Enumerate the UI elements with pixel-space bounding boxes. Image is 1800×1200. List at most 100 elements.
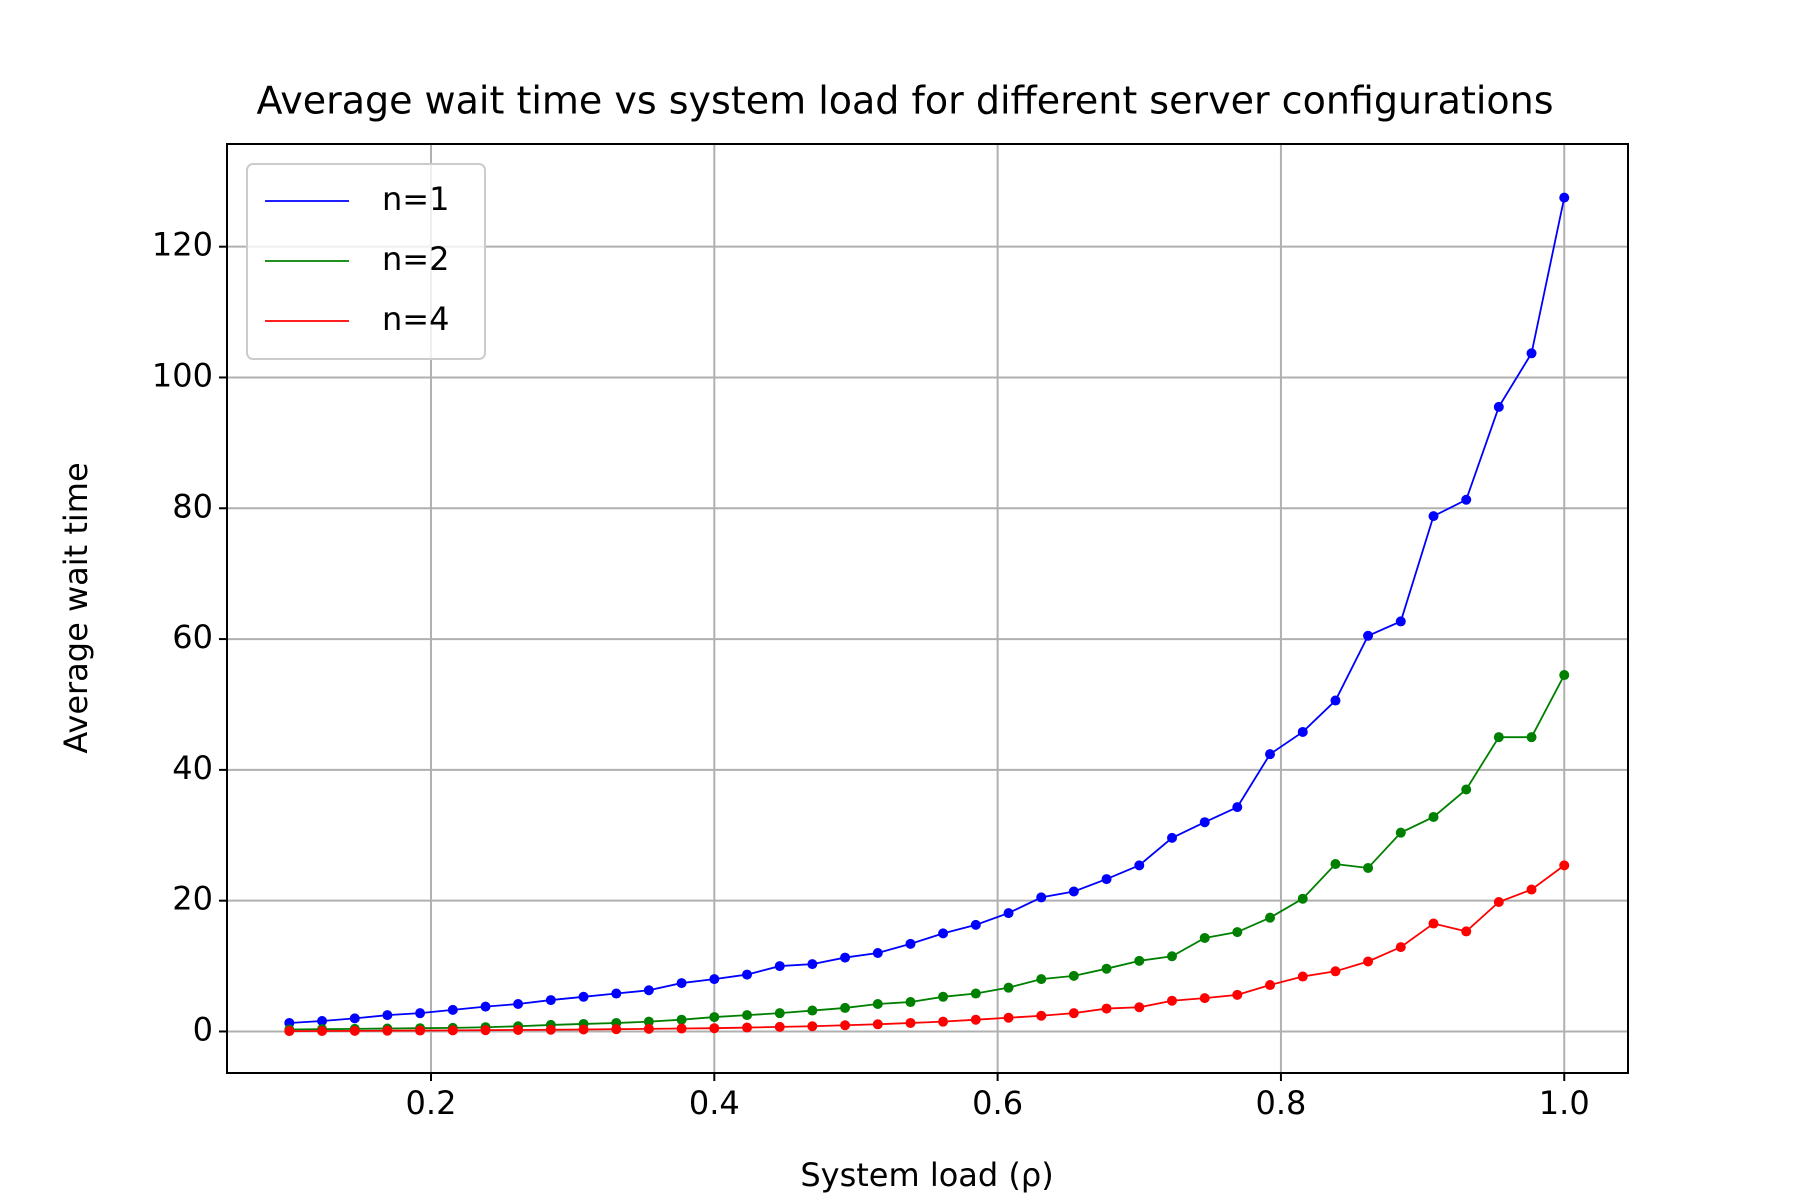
point xyxy=(1003,1012,1014,1023)
point xyxy=(970,919,981,930)
point xyxy=(1559,860,1570,871)
y-tick-label: 20 xyxy=(172,880,213,918)
point xyxy=(1167,832,1178,843)
point xyxy=(611,1024,622,1035)
point xyxy=(1199,993,1210,1004)
point xyxy=(1265,912,1276,923)
point xyxy=(676,1023,687,1034)
point xyxy=(905,938,916,949)
point xyxy=(872,1019,883,1030)
point xyxy=(415,1008,426,1019)
point xyxy=(905,1017,916,1028)
point xyxy=(1526,348,1537,359)
point xyxy=(382,1010,393,1021)
point xyxy=(1330,859,1341,870)
plot-frame xyxy=(226,143,1629,1074)
point xyxy=(1003,982,1014,993)
point xyxy=(1493,401,1504,412)
point xyxy=(643,1023,654,1034)
series-line xyxy=(289,197,1566,1024)
x-tick-label: 0.2 xyxy=(406,1084,457,1122)
series-line xyxy=(289,864,1565,1033)
point xyxy=(1232,927,1243,938)
point xyxy=(349,1025,360,1036)
legend-box xyxy=(246,163,486,360)
point xyxy=(742,969,753,980)
point xyxy=(643,985,654,996)
point xyxy=(1461,494,1472,505)
point xyxy=(1297,893,1308,904)
point xyxy=(938,991,949,1002)
point xyxy=(1330,695,1341,706)
point xyxy=(1134,955,1145,966)
point xyxy=(1559,670,1570,681)
point xyxy=(1461,926,1472,937)
point xyxy=(1297,971,1308,982)
point xyxy=(774,961,785,972)
point xyxy=(1363,630,1374,641)
point xyxy=(284,1026,295,1037)
point xyxy=(317,1026,328,1037)
point xyxy=(872,999,883,1010)
point xyxy=(1167,995,1178,1006)
point xyxy=(1428,511,1439,522)
point xyxy=(840,952,851,963)
y-axis-label: Average wait time xyxy=(57,462,95,753)
point xyxy=(1493,732,1504,743)
point xyxy=(1395,942,1406,953)
point xyxy=(1461,784,1472,795)
point xyxy=(1199,817,1210,828)
chart-title: Average wait time vs system load for dif… xyxy=(256,79,1553,123)
point xyxy=(1167,951,1178,962)
point xyxy=(1232,802,1243,813)
point xyxy=(1395,827,1406,838)
point xyxy=(709,1012,720,1023)
point xyxy=(1232,989,1243,1000)
point xyxy=(578,1024,589,1035)
point xyxy=(1068,1008,1079,1019)
point xyxy=(1134,860,1145,871)
point xyxy=(480,1001,491,1012)
x-axis-label: System load (ρ) xyxy=(800,1156,1053,1194)
point xyxy=(643,1016,654,1027)
point xyxy=(905,997,916,1008)
point xyxy=(447,1025,458,1036)
point xyxy=(807,959,818,970)
point xyxy=(1134,1002,1145,1013)
x-tick-label: 0.8 xyxy=(1255,1084,1306,1122)
point xyxy=(709,1023,720,1034)
x-tick-label: 0.6 xyxy=(972,1084,1023,1122)
point xyxy=(611,988,622,999)
point xyxy=(1199,932,1210,943)
point xyxy=(415,1025,426,1036)
x-tick-label: 1.0 xyxy=(1539,1084,1590,1122)
y-tick-label: 120 xyxy=(152,226,213,264)
point xyxy=(676,978,687,989)
y-tick-label: 0 xyxy=(193,1010,213,1048)
legend-label: n=4 xyxy=(382,300,449,338)
point xyxy=(676,1014,687,1025)
point xyxy=(807,1005,818,1016)
y-tick-label: 40 xyxy=(172,749,213,787)
point xyxy=(840,1002,851,1013)
point xyxy=(709,974,720,985)
point xyxy=(545,995,556,1006)
point xyxy=(1559,192,1570,203)
point xyxy=(1493,896,1504,907)
point xyxy=(938,1016,949,1027)
point xyxy=(349,1013,360,1024)
point xyxy=(1101,963,1112,974)
point xyxy=(447,1004,458,1015)
point xyxy=(513,1024,524,1035)
point xyxy=(578,991,589,1002)
point xyxy=(1428,918,1439,929)
point xyxy=(480,1025,491,1036)
point xyxy=(1363,862,1374,873)
point xyxy=(1101,1003,1112,1014)
point xyxy=(1036,974,1047,985)
series-line xyxy=(289,674,1566,1031)
x-tick-label: 0.4 xyxy=(689,1084,740,1122)
legend-label: n=2 xyxy=(382,240,449,278)
point xyxy=(807,1021,818,1032)
point xyxy=(970,988,981,999)
